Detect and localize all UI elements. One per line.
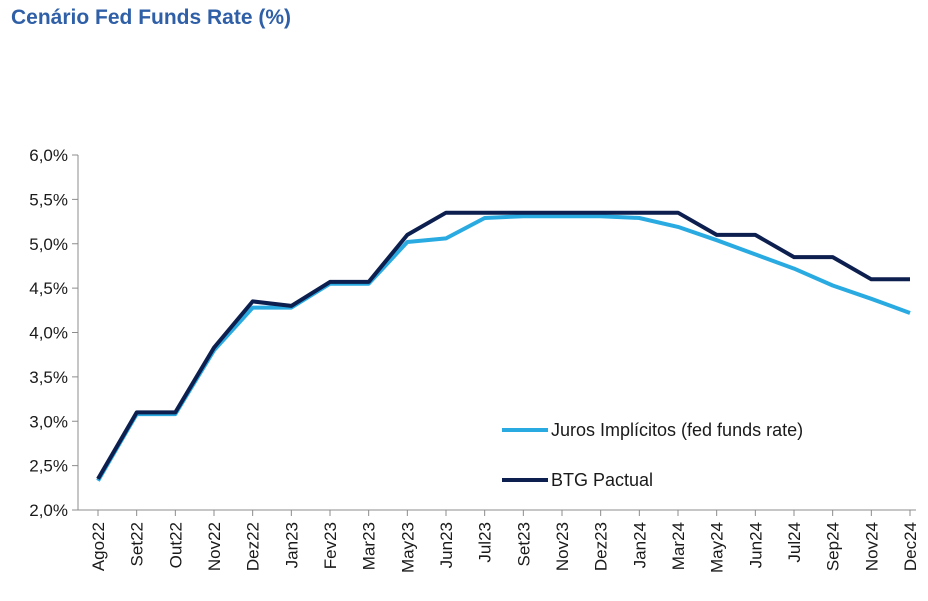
- x-tick-label: Mar23: [360, 522, 379, 570]
- y-tick-label: 3,5%: [29, 368, 68, 387]
- x-tick-label: May24: [708, 522, 727, 573]
- x-tick-label: Mar24: [669, 522, 688, 570]
- x-axis-labels: Ago22 Set22 Out22 Nov22 Dez22 Jan23 Fev23 Mar23…: [89, 510, 920, 573]
- x-tick-label: Nov23: [553, 522, 572, 571]
- x-tick-label: Nov24: [862, 522, 881, 571]
- chart-legend: Juros Implícitos (fed funds rate) BTG Pac…: [502, 420, 803, 490]
- x-tick-label: Ago22: [89, 522, 108, 571]
- x-tick-label: Jan23: [282, 522, 301, 568]
- x-tick-label: Fev23: [321, 522, 340, 569]
- y-tick-label: 2,5%: [29, 457, 68, 476]
- y-tick-label: 2,0%: [29, 501, 68, 520]
- y-tick-label: 3,0%: [29, 412, 68, 431]
- y-tick-label: 5,5%: [29, 190, 68, 209]
- x-tick-label: Jun23: [437, 522, 456, 568]
- x-tick-label: Dez22: [244, 522, 263, 571]
- legend-label: Juros Implícitos (fed funds rate): [551, 420, 803, 440]
- x-tick-label: Dez23: [592, 522, 611, 571]
- y-tick-label: 4,5%: [29, 279, 68, 298]
- series-line-juros-implicitos: [96, 214, 911, 482]
- y-tick-label: 4,0%: [29, 324, 68, 343]
- y-axis-labels: 2,0% 2,5% 3,0% 3,5% 4,0% 4,5% 5,0% 5,5% 6,0%: [29, 146, 78, 520]
- y-tick-label: 6,0%: [29, 146, 68, 165]
- x-tick-label: May23: [398, 522, 417, 573]
- chart-axes: [77, 155, 916, 511]
- x-tick-label: Jul24: [785, 522, 804, 563]
- series-lines: [96, 210, 911, 482]
- x-tick-label: Sep24: [824, 522, 843, 571]
- y-tick-label: 5,0%: [29, 235, 68, 254]
- series-line-btg-pactual: [96, 210, 910, 480]
- legend-label: BTG Pactual: [551, 470, 653, 490]
- x-tick-label: Jan24: [630, 522, 649, 568]
- x-tick-label: Dec24: [901, 522, 920, 571]
- x-tick-label: Jun24: [746, 522, 765, 568]
- chart-title: Cenário Fed Funds Rate (%): [11, 6, 292, 29]
- x-tick-label: Set23: [514, 522, 533, 566]
- x-tick-label: Nov22: [205, 522, 224, 571]
- x-tick-label: Set22: [128, 522, 147, 566]
- x-tick-label: Jul23: [476, 522, 495, 563]
- x-tick-label: Out22: [166, 522, 185, 568]
